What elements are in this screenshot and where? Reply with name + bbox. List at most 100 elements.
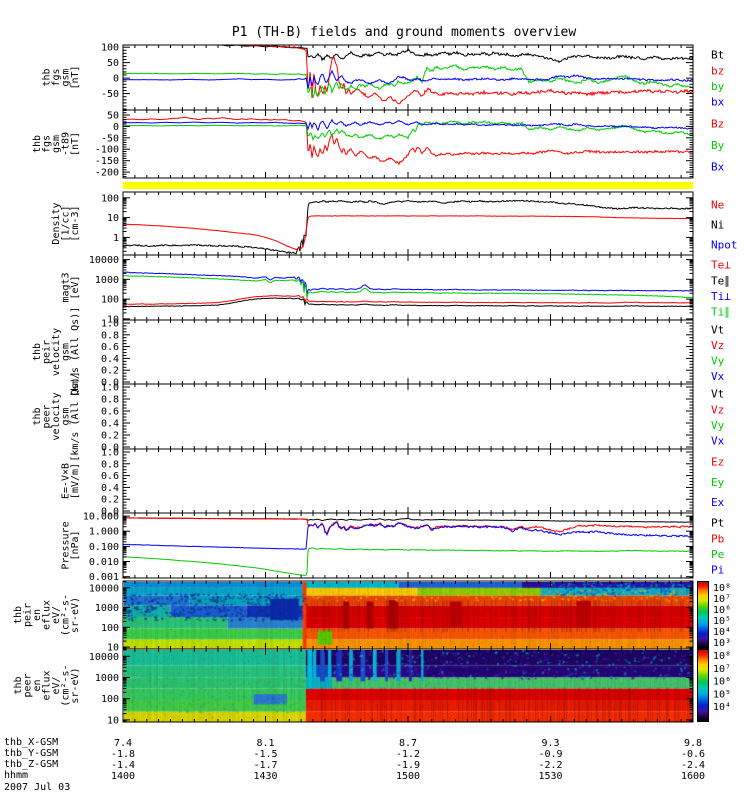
tick-label: -50 xyxy=(101,133,119,144)
y-axis-label-line: magt3 xyxy=(61,272,72,302)
y-axis-label-line: gsm xyxy=(61,68,72,86)
series-Pi xyxy=(123,521,693,550)
series-Te_par xyxy=(123,297,693,308)
tick-label: 1.0 xyxy=(101,319,119,330)
y-axis-label-line: en xyxy=(32,679,43,691)
panel-frame-pressure xyxy=(122,512,694,579)
panel-frame-vpeer xyxy=(122,383,694,450)
tick-label: 0.8 xyxy=(101,395,119,406)
y-axis-label-line: [eV] xyxy=(70,275,81,299)
tick-label: 0.6 xyxy=(101,342,119,353)
legend-label: Ey xyxy=(711,476,725,489)
tick-label: 0.2 xyxy=(101,366,119,377)
tick-label: -100 xyxy=(95,145,119,156)
footer-tick-value: -2.2 xyxy=(538,760,562,771)
plot-title: P1 (TH-B) fields and ground moments over… xyxy=(231,25,577,40)
series-by xyxy=(123,64,693,98)
footer-tick-value: -1.9 xyxy=(396,760,420,771)
tick-label: 0.4 xyxy=(101,419,119,430)
colorbar-label: 10⁴ xyxy=(713,702,731,713)
colorbar-label: 10³ xyxy=(713,638,731,649)
tick-label: 50 xyxy=(107,58,119,69)
y-axis-label-line: gsm xyxy=(61,407,72,425)
tick-label: 0.0 xyxy=(101,443,119,454)
legend-label: Ti⊥ xyxy=(711,290,731,303)
y-axis-label-line: sr-eV) xyxy=(70,597,81,633)
y-axis-label-line: (cm²-s- xyxy=(61,664,72,706)
footer-tick-value: 1500 xyxy=(396,771,420,782)
tick-label: 10000 xyxy=(89,652,119,663)
y-axis-label-line: velocity xyxy=(51,328,62,376)
tick-label: 100 xyxy=(101,193,119,204)
series-bz xyxy=(123,45,693,105)
y-axis-label-line: en xyxy=(32,609,43,621)
y-axis-label-line: peir xyxy=(23,603,34,627)
legend-label: By xyxy=(711,139,725,152)
legend-label: Bz xyxy=(711,117,724,130)
series-By xyxy=(123,120,693,141)
legend-label: Te∥ xyxy=(711,274,730,287)
y-axis-label-line: Density xyxy=(51,202,62,244)
series-Bz xyxy=(123,116,693,166)
series-Te_perp xyxy=(123,294,693,305)
legend-label: Vz xyxy=(711,339,724,352)
footer-row-label-x: thb_X-GSM xyxy=(4,737,59,748)
tick-label: 0 xyxy=(113,74,119,85)
colorbar-label: 10⁷ xyxy=(713,664,731,675)
legend-label: Ex xyxy=(711,496,725,509)
y-axis-label-line: [nT] xyxy=(70,65,81,89)
tick-label: 10 xyxy=(107,314,119,325)
footer-row-label-y: thb_Y-GSM xyxy=(4,748,59,759)
series-bx xyxy=(123,69,693,89)
legend-label: bz xyxy=(711,64,724,77)
y-axis-label-line: (cm²-s- xyxy=(61,594,72,636)
colorbar-label: 10⁸ xyxy=(713,651,731,662)
tick-label: 0.100 xyxy=(89,542,119,553)
tick-label: 1000 xyxy=(95,673,119,684)
y-axis-label-line: [mV/m] xyxy=(70,463,81,499)
footer-tick-value: 7.4 xyxy=(114,738,132,749)
colorbar-label: 10⁷ xyxy=(713,594,731,605)
date-label: 2007 Jul 03 xyxy=(4,782,71,793)
legend-label: Ez xyxy=(711,456,724,469)
panel-frame-fgs xyxy=(122,44,694,111)
tick-label: 1.0 xyxy=(101,383,119,394)
series-Ni xyxy=(123,199,693,255)
y-axis-label-line: velocity xyxy=(51,392,62,440)
tick-label: 10.000 xyxy=(83,512,119,523)
tick-label: 1.0 xyxy=(101,448,119,459)
legend-label: Pb xyxy=(711,532,724,545)
tick-label: 10 xyxy=(107,213,119,224)
colorbar-label: 10⁸ xyxy=(713,583,731,594)
tick-label: 0.6 xyxy=(101,471,119,482)
spectrogram-peer xyxy=(124,650,693,722)
series-Pt xyxy=(123,517,693,523)
footer-tick-value: -1.7 xyxy=(253,760,277,771)
y-axis-label-line: fgs xyxy=(42,135,53,153)
y-axis-label-line: thb xyxy=(13,676,24,694)
tick-label: -150 xyxy=(95,156,119,167)
y-axis-label-line: thb xyxy=(32,135,43,153)
tick-label: 10000 xyxy=(89,255,119,266)
legend-label: Bx xyxy=(711,161,725,174)
legend-label: Ne xyxy=(711,198,724,211)
tick-label: 10 xyxy=(107,643,119,654)
y-axis-label-line: eV/ xyxy=(51,676,62,694)
colorbar-peir xyxy=(697,581,709,649)
y-axis-label-line: -t89 xyxy=(61,132,72,156)
y-axis-label-line: eV/ xyxy=(51,606,62,624)
footer-tick-value: 1600 xyxy=(681,771,705,782)
footer-tick-value: 1430 xyxy=(253,771,277,782)
series-Bx xyxy=(123,118,693,132)
tick-label: 0.010 xyxy=(89,557,119,568)
legend-label: Npot xyxy=(711,238,738,251)
y-axis-label-line: peir xyxy=(42,340,53,364)
tick-label: 1000 xyxy=(95,603,119,614)
legend-label: Vy xyxy=(711,419,725,432)
tick-label: 1.000 xyxy=(89,527,119,538)
y-axis-label-line: [cm-3] xyxy=(70,205,81,241)
legend-label: Vy xyxy=(711,354,725,367)
y-axis-label-line: thb xyxy=(13,606,24,624)
y-axis-label-line: [nPa] xyxy=(70,530,81,560)
